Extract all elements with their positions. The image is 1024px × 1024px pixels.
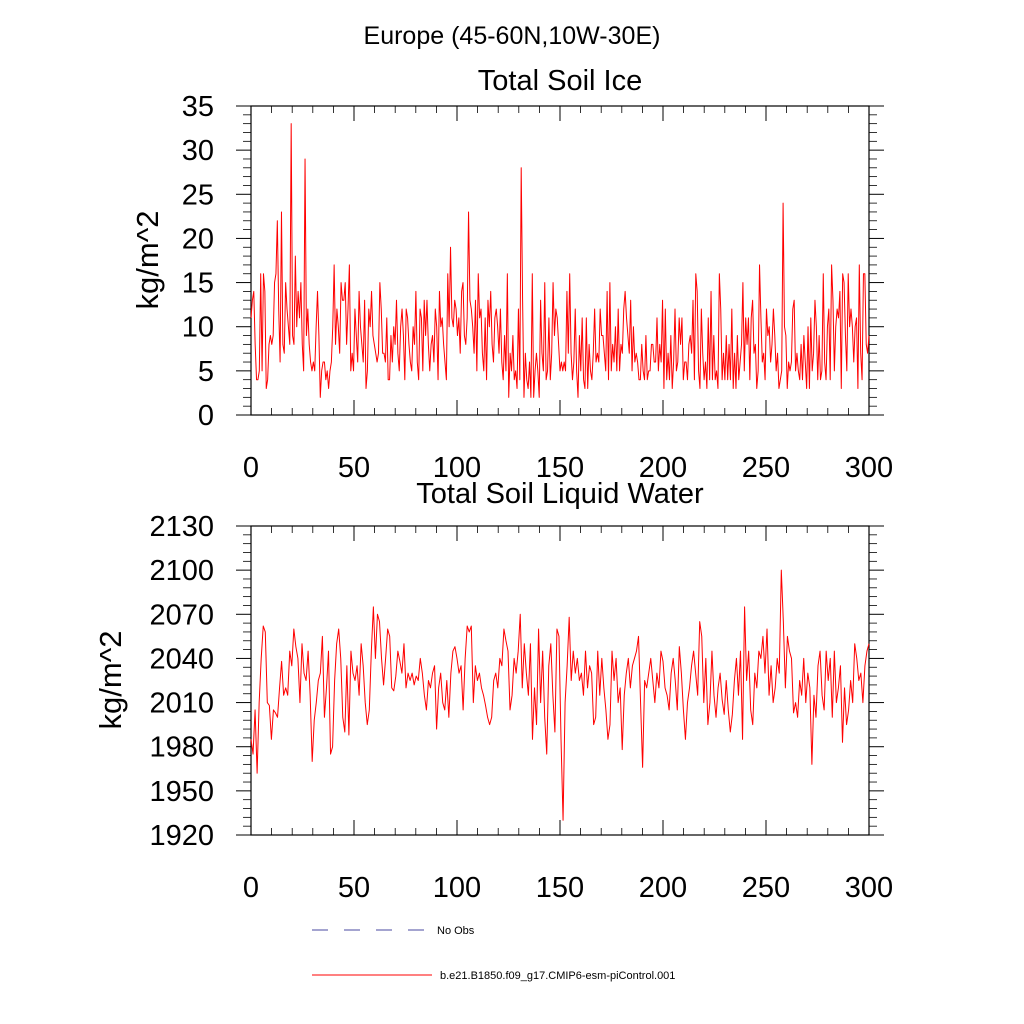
tick-marks bbox=[236, 525, 884, 836]
y-tick-label: 1980 bbox=[149, 732, 214, 764]
panel-total-soil-ice: Total Soil Ice kg/m^2 0 50 100 150 200 250 300… bbox=[130, 65, 893, 484]
x-tick-label: 250 bbox=[742, 872, 790, 904]
x-tick-label: 100 bbox=[433, 452, 481, 484]
y-tick-label: 30 bbox=[182, 135, 214, 167]
x-tick-label: 0 bbox=[243, 872, 259, 904]
tick-labels: 0 50 100 150 200 250 300 1920 1950 1980 2010 2040 20… bbox=[149, 511, 893, 904]
legend: No Obs b.e21.B1850.f09_g17.CMIP6-esm-piC… bbox=[312, 925, 675, 982]
plot-area bbox=[250, 123, 870, 398]
chart-title: Total Soil Liquid Water bbox=[416, 478, 704, 510]
series-line bbox=[250, 123, 870, 398]
x-tick-label: 150 bbox=[536, 872, 584, 904]
x-tick-label: 250 bbox=[742, 452, 790, 484]
x-tick-label: 50 bbox=[338, 452, 370, 484]
panel-total-soil-liquid-water: Total Soil Liquid Water kg/m^2 0 50 100 150… bbox=[93, 478, 893, 904]
legend-obs-label: No Obs bbox=[437, 925, 475, 937]
x-tick-label: 300 bbox=[845, 452, 893, 484]
y-axis-label: kg/m^2 bbox=[93, 631, 128, 730]
chart-title: Total Soil Ice bbox=[478, 65, 642, 97]
legend-model-label: b.e21.B1850.f09_g17.CMIP6-esm-piControl.… bbox=[440, 970, 675, 982]
y-tick-label: 35 bbox=[182, 91, 214, 123]
y-tick-label: 5 bbox=[198, 356, 214, 388]
y-tick-label: 15 bbox=[182, 268, 214, 300]
figure-suptitle: Europe (45-60N,10W-30E) bbox=[364, 22, 661, 50]
x-tick-label: 100 bbox=[433, 872, 481, 904]
x-tick-label: 200 bbox=[639, 872, 687, 904]
series-line bbox=[250, 569, 870, 821]
y-tick-label: 2010 bbox=[149, 688, 214, 720]
x-tick-label: 300 bbox=[845, 872, 893, 904]
y-tick-label: 25 bbox=[182, 179, 214, 211]
x-tick-label: 200 bbox=[639, 452, 687, 484]
y-tick-label: 2070 bbox=[149, 599, 214, 631]
tick-marks bbox=[236, 105, 884, 416]
y-tick-label: 2040 bbox=[149, 643, 214, 675]
y-tick-label: 20 bbox=[182, 223, 214, 255]
tick-labels: 0 50 100 150 200 250 300 0 5 10 15 20 25 30 35 bbox=[182, 91, 893, 484]
y-tick-label: 0 bbox=[198, 400, 214, 432]
x-tick-label: 50 bbox=[338, 872, 370, 904]
y-tick-label: 1950 bbox=[149, 776, 214, 808]
y-tick-label: 1920 bbox=[149, 820, 214, 852]
x-tick-label: 150 bbox=[536, 452, 584, 484]
y-tick-label: 2100 bbox=[149, 555, 214, 587]
y-tick-label: 10 bbox=[182, 312, 214, 344]
x-tick-label: 0 bbox=[243, 452, 259, 484]
y-tick-label: 2130 bbox=[149, 511, 214, 543]
plot-area bbox=[250, 569, 870, 821]
y-axis-label: kg/m^2 bbox=[130, 211, 165, 310]
